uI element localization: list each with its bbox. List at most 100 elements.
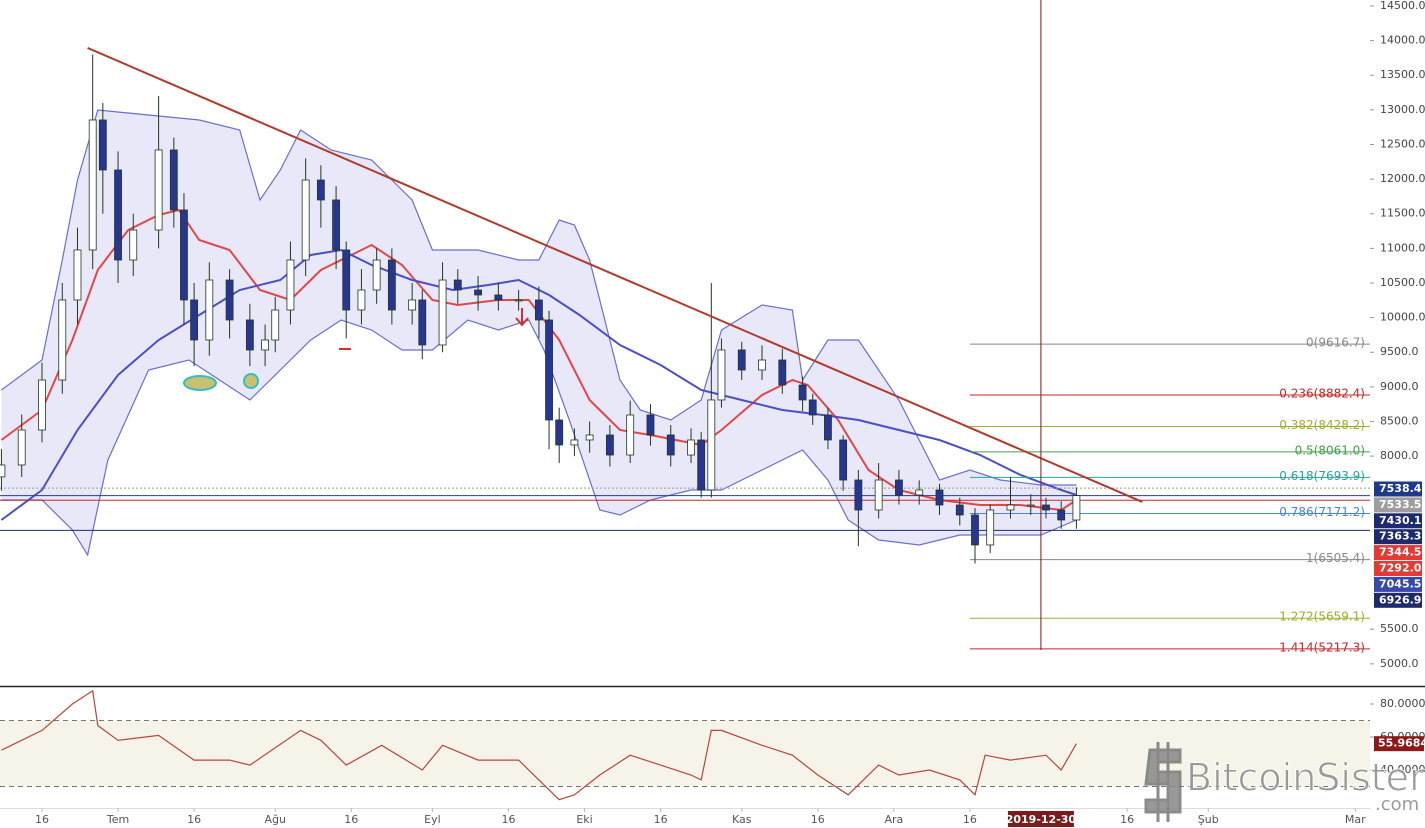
candle-body bbox=[387, 259, 396, 311]
watermark-logo bbox=[1144, 742, 1182, 822]
candle-body bbox=[88, 119, 97, 251]
candle-body bbox=[357, 289, 366, 311]
candle-body bbox=[58, 299, 67, 381]
candle-body bbox=[895, 479, 903, 496]
fib-label: 1(6505.4) bbox=[1306, 551, 1365, 565]
candle-body bbox=[372, 259, 381, 291]
fib-label: 0(9616.7) bbox=[1306, 336, 1365, 350]
x-tick-label: Eki bbox=[576, 813, 592, 826]
candle-body bbox=[606, 434, 614, 456]
y-tick-label: 9000.0 bbox=[1380, 380, 1419, 393]
trendline bbox=[87, 47, 1143, 503]
watermark-sub: .com bbox=[1375, 794, 1419, 815]
candle-body bbox=[154, 149, 163, 231]
price-label-bg bbox=[1374, 561, 1422, 576]
x-tick-label: 16 bbox=[35, 813, 49, 826]
candle-body bbox=[808, 399, 817, 416]
candle-body bbox=[38, 379, 46, 431]
candle-body bbox=[494, 294, 503, 301]
y-tick-label: 9500.0 bbox=[1380, 345, 1419, 358]
annotation-ellipse bbox=[243, 373, 259, 389]
candle-body bbox=[824, 414, 832, 441]
candle-body bbox=[971, 514, 979, 546]
candle-body bbox=[717, 349, 726, 401]
candle-body bbox=[1057, 509, 1066, 521]
x-tick-label: 16 bbox=[1120, 813, 1134, 826]
y-tick-label: 12500.0 bbox=[1380, 137, 1425, 150]
y-tick-label: 10000.0 bbox=[1380, 311, 1425, 324]
price-label-bg bbox=[1374, 545, 1422, 561]
fib-label: 0.786(7171.2) bbox=[1279, 505, 1365, 519]
crosshair-label: 2019-12-30 bbox=[1006, 813, 1077, 826]
price-label-bg bbox=[1374, 529, 1422, 545]
candle-body bbox=[245, 319, 254, 351]
bollinger-band bbox=[1, 109, 1077, 486]
x-tick-label: Tem bbox=[106, 813, 129, 826]
annotation-arrow bbox=[515, 308, 529, 327]
x-tick-label: Ara bbox=[884, 813, 903, 826]
candle-body bbox=[1072, 495, 1081, 521]
candle-body bbox=[854, 479, 863, 511]
candle-body bbox=[935, 489, 944, 506]
rsi-last-label: 55.9684 bbox=[1378, 737, 1425, 750]
x-tick-label: Eyl bbox=[424, 813, 441, 826]
candle-body bbox=[17, 429, 26, 466]
candle-body bbox=[555, 419, 564, 446]
price-label-bg bbox=[1374, 592, 1422, 608]
candle-body bbox=[737, 349, 746, 371]
candle-body bbox=[114, 169, 122, 261]
candle-body bbox=[514, 299, 523, 302]
x-tick-label: 16 bbox=[963, 813, 977, 826]
candle-body bbox=[205, 279, 214, 341]
rsi-line bbox=[1, 689, 1077, 801]
price-label-bg bbox=[1374, 497, 1422, 513]
candle-body bbox=[453, 279, 462, 291]
candle-body bbox=[839, 439, 848, 481]
candle-body bbox=[408, 299, 417, 311]
x-tick-label: 16 bbox=[344, 813, 358, 826]
candle-body bbox=[98, 119, 107, 171]
y-tick-label: 13000.0 bbox=[1380, 103, 1425, 116]
candle-body bbox=[707, 399, 716, 491]
fib-label: 0.5(8061.0) bbox=[1295, 443, 1365, 457]
price-label: 7533.5 bbox=[1379, 498, 1421, 511]
y-tick-label: 14000.0 bbox=[1380, 34, 1425, 47]
x-tick-label: 16 bbox=[811, 813, 825, 826]
candle-body bbox=[342, 249, 351, 311]
candle-body bbox=[418, 299, 427, 346]
price-label: 6926.9 bbox=[1379, 593, 1421, 606]
y-tick-label: 12000.0 bbox=[1380, 172, 1425, 185]
price-label-bg bbox=[1374, 481, 1422, 497]
y-tick-label: 10500.0 bbox=[1380, 276, 1425, 289]
price-label-bg bbox=[1374, 513, 1422, 529]
y-tick-label: 5500.0 bbox=[1380, 622, 1419, 635]
y-tick-label: 5000.0 bbox=[1380, 657, 1419, 670]
candle-body bbox=[316, 179, 325, 201]
x-tick-label: Mar bbox=[1345, 813, 1366, 826]
price-panel: 14500.0 14000.0 13500.0 13000.0 12500.0 12000… bbox=[0, 0, 1425, 670]
candle-body bbox=[535, 299, 543, 321]
y-tick-label: 13500.0 bbox=[1380, 68, 1425, 81]
y-tick-label: 8000.0 bbox=[1380, 449, 1419, 462]
candle-body bbox=[438, 279, 447, 346]
candle-body bbox=[301, 179, 310, 261]
fib-label: 1.272(5659.1) bbox=[1279, 610, 1365, 624]
crosshair-label-bg bbox=[1007, 811, 1074, 827]
candle-body bbox=[474, 289, 482, 296]
rsi-tick-label: 40.0000 bbox=[1380, 763, 1425, 776]
candle-body bbox=[225, 279, 234, 321]
candle-body bbox=[986, 509, 995, 546]
candle-body bbox=[585, 434, 594, 441]
rsi-tick-label: 80.0000 bbox=[1380, 697, 1425, 710]
candle-body bbox=[570, 439, 579, 446]
x-tick-label: 16 bbox=[501, 813, 515, 826]
price-label: 7344.5 bbox=[1379, 546, 1421, 559]
x-tick-label: Kas bbox=[732, 813, 752, 826]
candle-body bbox=[1006, 504, 1015, 511]
candle-body bbox=[261, 339, 269, 351]
candle-body bbox=[758, 359, 766, 371]
watermark-text: BitcoinSistemi bbox=[1186, 756, 1425, 800]
